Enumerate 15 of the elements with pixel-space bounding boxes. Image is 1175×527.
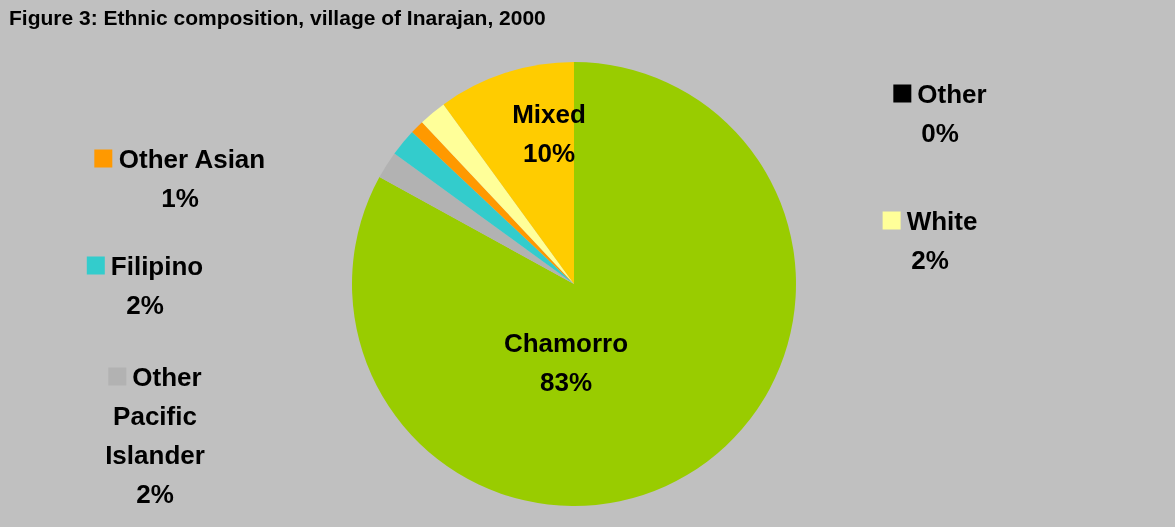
text: 0% xyxy=(921,117,959,148)
slice-label: Chamorro xyxy=(503,327,629,358)
legend-label: Other Pacific Islander xyxy=(105,361,205,470)
legend-label: Filipino xyxy=(110,250,204,281)
legend-label: White xyxy=(906,205,978,236)
data-label: 2% xyxy=(911,244,949,275)
legend-label: Other Asian xyxy=(118,143,266,174)
data-label: 1% xyxy=(161,182,199,213)
data-label: 83% xyxy=(539,366,593,397)
data-label: 2% xyxy=(126,289,164,320)
slice-label: Mixed xyxy=(512,98,586,129)
chart-title: Figure 3: Ethnic composition, village of Inarajan, 2000 xyxy=(9,6,546,29)
data-label: 2% xyxy=(136,478,174,509)
legend-label: Other xyxy=(917,78,987,109)
data-label: 10% xyxy=(522,137,576,168)
